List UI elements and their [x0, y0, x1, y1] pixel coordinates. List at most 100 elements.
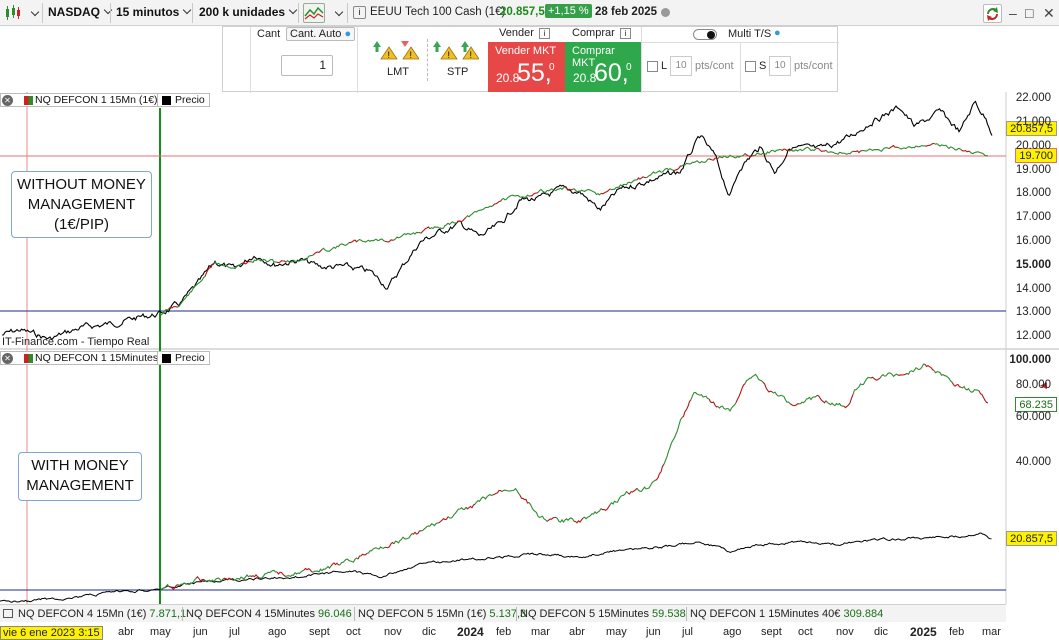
refresh-icon[interactable]	[983, 4, 1002, 23]
equity-segment	[555, 516, 566, 524]
equity-segment	[294, 569, 305, 575]
indicator-icon[interactable]	[303, 3, 325, 23]
axis-tick-label: 18.000	[1015, 187, 1051, 199]
chevron-down-icon[interactable]	[27, 7, 40, 21]
top-pane-series-label[interactable]: ✕ NQ DEFCON 1 15Mn (1€)	[0, 93, 163, 107]
stop-loss-checkbox[interactable]	[745, 61, 756, 72]
equity-segment	[537, 515, 548, 522]
quantity-input[interactable]: 1	[281, 55, 333, 76]
strategy-tab[interactable]: NQ DEFCON 5 15Minutes 59.538	[520, 608, 686, 620]
bottom-equity-tag: 68.235	[1015, 397, 1057, 412]
take-profit-points-input[interactable]: 10	[670, 56, 692, 76]
maximize-icon[interactable]: □	[1025, 5, 1034, 21]
equity-segment	[960, 385, 971, 392]
restore-window-icon[interactable]	[3, 609, 13, 618]
top-pane-price-label[interactable]: Precio	[157, 93, 210, 107]
close-icon[interactable]: ✕	[1043, 5, 1055, 21]
change-badge: +1,15 %	[545, 4, 592, 18]
equity-segment	[825, 149, 836, 154]
sell-market-label: Vender MKT	[495, 45, 557, 57]
equity-segment	[600, 504, 611, 511]
equity-segment	[294, 258, 305, 262]
axis-tick-label: 60.000	[1015, 411, 1051, 423]
time-axis-label: sept	[761, 626, 782, 638]
last-price: 20.857,5	[500, 6, 545, 18]
equity-segment	[861, 376, 872, 386]
equity-segment	[888, 144, 899, 150]
take-profit-checkbox[interactable]	[647, 61, 658, 72]
buy-info-icon[interactable]: i	[620, 28, 631, 39]
buy-price-prefix: 20.8	[573, 71, 597, 85]
strategy-tabs-bar: NQ DEFCON 4 15Mn (1€) 7.871,1 NQ DEFCON 4…	[0, 604, 1006, 622]
strategy-tab[interactable]: NQ DEFCON 4 15Mn (1€) 7.871,1	[18, 608, 186, 620]
equity-segment	[519, 495, 530, 504]
multi-ts-label: Multi T/S	[728, 28, 772, 40]
equity-segment	[537, 188, 548, 194]
instrument-info-icon[interactable]: i	[353, 6, 366, 19]
symbol-dropdown[interactable]: NASDAQ	[48, 5, 113, 19]
equity-segment	[240, 574, 251, 580]
axis-tick-label: 14.000	[1015, 283, 1051, 295]
strategy-tab-value: 96.046	[318, 608, 352, 620]
close-icon[interactable]: ✕	[2, 353, 13, 364]
bottom-pane-price-label[interactable]: Precio	[157, 351, 210, 365]
timeframe-dropdown[interactable]: 15 minutos	[116, 5, 192, 19]
equity-segment	[573, 517, 584, 524]
strategy-tab[interactable]: NQ DEFCON 5 15Mn (1€) 5.137,3	[358, 608, 526, 620]
price-name: Precio	[175, 352, 205, 364]
equity-segment	[474, 496, 485, 505]
scroll-arrow-icon[interactable]: ◀	[1040, 380, 1047, 390]
equity-segment	[681, 162, 692, 167]
chart-canvas[interactable]	[0, 92, 1059, 604]
equity-segment	[915, 144, 926, 148]
equity-segment	[393, 234, 404, 241]
equity-segment	[636, 486, 647, 492]
strategy-tab-value: 59.538	[652, 608, 686, 620]
equity-segment	[213, 261, 224, 267]
equity-segment	[645, 171, 656, 179]
equity-segment	[663, 439, 674, 465]
equity-segment	[807, 395, 818, 401]
equity-segment	[474, 208, 485, 213]
equity-segment	[177, 295, 188, 308]
equity-segment	[528, 192, 539, 197]
minimize-icon[interactable]: –	[1009, 5, 1017, 21]
equity-segment	[870, 376, 881, 381]
equity-segment	[699, 394, 710, 400]
stop-order-icon[interactable]: !!	[433, 41, 480, 66]
equity-segment	[303, 254, 314, 260]
sell-info-icon[interactable]: i	[539, 28, 550, 39]
equity-segment	[862, 148, 872, 152]
stop-loss-points-input[interactable]: 10	[769, 56, 791, 76]
strategy-tab[interactable]: NQ DEFCON 4 15Minutes 96.046	[186, 608, 352, 620]
candlestick-icon[interactable]	[4, 5, 22, 24]
qty-auto-label: Cant. Auto	[290, 28, 342, 40]
multi-ts-toggle[interactable]	[693, 29, 717, 40]
equity-segment	[375, 238, 386, 242]
equity-segment	[456, 506, 467, 512]
equity-segment	[780, 148, 791, 152]
strategy-tab-name: NQ DEFCON 1 15Minutes 40€	[690, 608, 844, 620]
sell-price-prefix: 20.8	[496, 71, 520, 85]
equity-segment	[879, 147, 890, 153]
sell-market-button[interactable]: Vender MKT 20.8 55, 0	[488, 42, 565, 92]
equity-segment	[690, 160, 701, 165]
time-axis: abr may jun jul ago sept oct nov dic 2024 feb mar ab…	[0, 622, 1006, 640]
axis-tick-label: 21.000	[1015, 116, 1051, 128]
limit-order-icon[interactable]: !!	[373, 37, 420, 66]
qty-auto-toggle[interactable]: Cant. Auto ●	[286, 27, 356, 41]
buy-market-button[interactable]: Comprar MKT 20.8 60, 0	[565, 42, 641, 92]
bottom-pane-series-label[interactable]: ✕ NQ DEFCON 1 15Minutes	[0, 351, 164, 365]
strategy-tab[interactable]: NQ DEFCON 1 15Minutes 40€ 309.884	[690, 608, 883, 620]
equity-segment	[519, 194, 530, 199]
equity-segment	[330, 562, 341, 567]
chevron-down-icon[interactable]	[331, 7, 344, 21]
close-icon[interactable]: ✕	[2, 95, 13, 106]
equity-segment	[933, 370, 944, 377]
equity-segment	[501, 195, 512, 201]
equity-segment	[609, 498, 620, 506]
equity-segment	[618, 182, 629, 188]
units-dropdown[interactable]: 200 k unidades	[199, 5, 298, 19]
equity-segment	[285, 572, 296, 578]
equity-segment	[627, 179, 638, 184]
